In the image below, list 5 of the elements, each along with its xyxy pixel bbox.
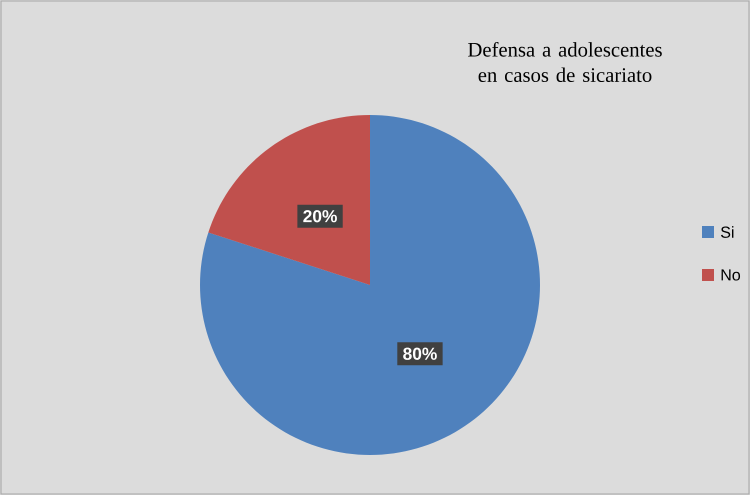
data-label: 20% — [303, 210, 337, 222]
legend-label: No — [722, 269, 740, 281]
legend-label: Si — [721, 226, 734, 238]
chart-title: Defensa a adolescentes en casos de sicariato — [468, 42, 662, 82]
data-label: 80% — [403, 348, 437, 360]
